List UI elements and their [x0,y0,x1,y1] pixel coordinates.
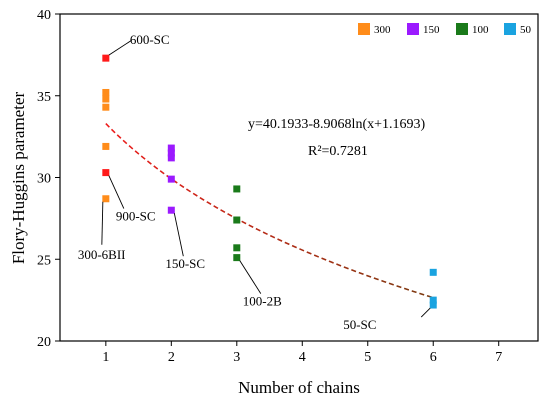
data-point [102,103,110,111]
x-tick-label: 5 [364,350,371,365]
x-tick-label: 3 [233,350,240,365]
y-tick-label: 35 [37,90,51,105]
data-point [429,296,437,304]
annotation-leaders [101,39,431,318]
legend-label: 150 [423,24,440,36]
data-point [233,254,241,262]
x-axis-label: Number of chains [238,378,360,397]
x-tick-label: 4 [299,350,306,365]
annotation-leader [420,307,431,318]
x-tick-label: 1 [102,350,109,365]
y-tick-label: 40 [37,8,51,23]
data-point [233,216,241,224]
data-point [167,149,175,157]
annotation-leader [239,260,262,294]
y-tick-label: 30 [37,172,51,187]
annotation-label: 150-SC [165,256,205,271]
equation-text: y=40.1933-8.9068ln(x+1.1693) [248,117,426,132]
y-tick-label: 20 [37,335,51,350]
x-tick-label: 2 [168,350,175,365]
data-point [167,154,175,162]
data-point [102,95,110,103]
y-tick-label: 25 [37,253,51,268]
annotation-leader [173,213,184,257]
annotation-leader [108,175,125,209]
legend-label: 100 [472,24,489,36]
data-point [102,195,110,203]
data-point [429,301,437,309]
annotation-label: 600-SC [130,32,170,47]
data-point [102,142,110,150]
legend-swatch [358,23,370,35]
annotation-label: 900-SC [116,209,156,224]
r-squared-text: R²=0.7281 [308,144,368,159]
data-point [102,88,110,96]
annotation-label: 50-SC [343,317,376,332]
plot-area [59,13,539,342]
annotation-label: 100-2B [243,294,282,309]
data-point [233,244,241,252]
data-points [102,54,437,309]
x-tick-label: 7 [495,350,502,365]
annotation-leader [101,201,104,245]
x-tick-label: 6 [430,350,437,365]
data-point [167,206,175,214]
data-point [167,175,175,183]
data-point [429,268,437,276]
annotation-leader [108,39,133,56]
data-point [233,185,241,193]
axis-ticks: 1 2 3 4 5 6 7 20 25 30 35 40 [37,8,502,365]
legend-label: 50 [520,24,532,36]
data-point [102,54,110,62]
data-point [102,169,110,177]
annotation-label: 300-6BII [78,247,126,262]
legend: 300 150 100 50 [358,23,532,36]
annotations: 600-SC 900-SC 300-6BII 150-SC 100-2B 50-SC [78,32,377,332]
fit-curve-layer [105,123,434,299]
y-axis-label: Flory-Huggins parameter [9,92,28,265]
legend-swatch [407,23,419,35]
legend-swatch [504,23,516,35]
legend-swatch [456,23,468,35]
fit-curve [105,123,434,299]
data-point [167,144,175,152]
legend-label: 300 [374,24,391,36]
